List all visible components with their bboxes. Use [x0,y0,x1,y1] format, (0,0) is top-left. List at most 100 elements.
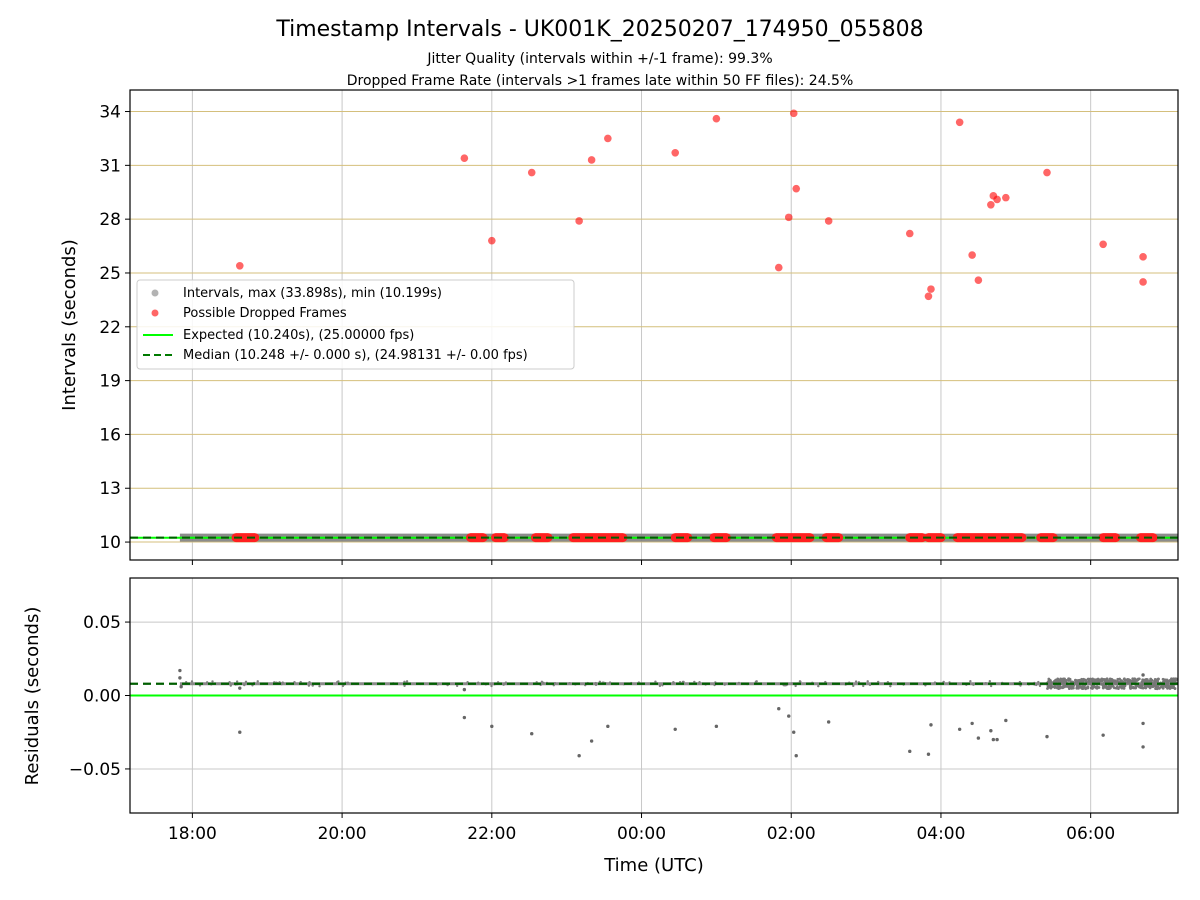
residual-band-point [817,684,820,688]
residual-cloud-point [1091,686,1095,689]
dropped-frame-point [784,213,793,222]
residual-point [995,737,999,742]
residual-cloud-point [1086,686,1090,690]
residual-point [1141,745,1145,749]
residual-point [714,724,719,729]
residual-point [991,737,996,742]
x-tick-label: 06:00 [1066,824,1115,844]
dropped-frame-point [993,195,1001,204]
top-ytick-label: 34 [99,103,121,123]
residual-cloud-point [1156,680,1159,683]
residual-cloud-point [1129,684,1133,688]
residual-band-point [244,680,248,683]
legend-label-intervals: Intervals, max (33.898s), min (10.199s) [183,286,442,301]
xlabel: Time (UTC) [603,855,704,876]
residual-cloud-point [1101,686,1105,690]
residual-point [589,739,594,743]
residual-cloud-point [1086,677,1090,681]
residual-band-point [658,684,662,688]
bottom-ytick-label: −0.05 [69,760,121,780]
residual-band-point [984,681,987,685]
dropped-frame-point [1043,168,1051,177]
residual-point [462,715,467,720]
residual-band-point [1035,683,1038,687]
residual-cloud-point [1084,687,1087,691]
residual-cloud-point [1172,679,1176,683]
bottom-ytick-label: 0.00 [83,687,121,707]
residual-band-point [540,680,544,684]
dropped-frame-point [774,263,783,272]
residual-point [957,727,962,731]
residual-band-point [969,680,972,683]
residual-cloud-point [1105,679,1109,683]
residual-cloud-point [1154,683,1158,687]
top-ylabel: Intervals (seconds) [59,239,80,411]
residual-band-point [754,680,758,683]
residual-band-point [280,682,283,686]
residual-cloud-point [1116,677,1120,681]
residual-band-point [866,680,869,683]
residual-band-point [681,680,685,684]
residual-cloud-point [1138,685,1141,689]
residual-cloud-point [1119,679,1123,682]
top-ytick-label: 31 [99,156,121,176]
top-ytick-label: 13 [99,479,121,499]
top-ytick-label: 25 [99,264,121,284]
residual-band-point [568,682,571,685]
residual-point [1004,718,1008,723]
residual-cloud-point [1097,680,1101,683]
top-plot-frame [129,89,1179,561]
residual-cloud-point [1091,677,1095,681]
residual-band-point [553,681,557,685]
residual-cloud-point [1046,687,1049,690]
residual-band-point [608,681,612,684]
top-ticks: 10 13 16 19 22 25 28 31 34 [99,103,1092,565]
x-tick-label: 00:00 [617,824,666,844]
residual-cloud-point [1122,678,1126,681]
residual-cloud-point [1081,679,1085,682]
residual-band-point [862,684,865,688]
residual-band-point [205,681,209,684]
residual-cloud-point [1093,678,1097,681]
bottom-marks [130,668,1179,758]
residual-point [970,721,974,726]
residual-point [976,736,981,740]
residual-point [238,686,242,690]
residual-cloud-point [1100,677,1104,681]
residual-cloud-point [1156,677,1160,681]
dropped-frame-point [575,217,583,225]
legend-label-median: Median (10.248 +/- 0.000 s), (24.98131 +… [183,348,528,363]
residual-band-point [307,684,311,687]
residual-cloud-point [1133,679,1136,683]
residual-cloud-point [1129,686,1133,690]
residual-point [777,707,781,711]
residual-band-point [455,684,459,688]
residual-band-point [933,681,937,684]
residual-cloud-point [1164,684,1168,688]
bottom-ylabel: Residuals (seconds) [22,607,43,786]
residual-band-point [852,684,855,688]
residual-cloud-point [1109,686,1112,690]
bottom-ticks: 18:00 20:00 22:00 00:00 02:00 04:00 06:00 0.05 0… [69,613,1115,844]
residual-cloud-point [1111,678,1114,682]
dropped-frame-point [527,168,536,177]
residual-band-point [235,680,239,683]
residual-cloud-point [1067,685,1071,689]
residual-band-point [318,684,321,688]
residual-point [908,749,912,754]
residual-point [462,687,467,692]
dropped-frame-point [987,201,995,209]
residual-band-point [308,680,311,684]
residual-cloud-point [1153,679,1156,683]
residual-band-point [790,682,794,685]
subtitle-dropped: Dropped Frame Rate (intervals >1 frames … [347,73,854,89]
residual-point [178,668,182,673]
dropped-frame-point [1139,278,1147,286]
residual-point [238,730,242,734]
residual-band-point [594,683,598,687]
residual-cloud-point [1095,685,1099,689]
residual-cloud-point [1136,677,1140,681]
residual-band-point [972,683,975,686]
residual-cloud-point [1086,680,1090,684]
